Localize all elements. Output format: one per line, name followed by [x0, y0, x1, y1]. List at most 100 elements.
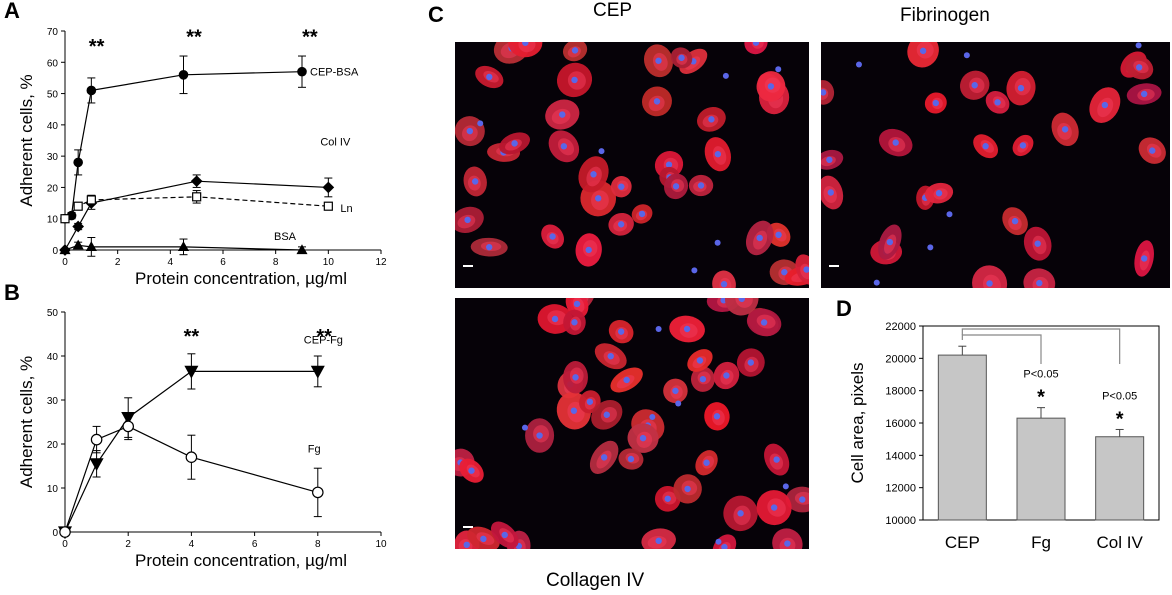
- cell: [663, 378, 688, 404]
- chart-d-star-3: *: [1116, 408, 1124, 430]
- nucleus: [770, 504, 778, 511]
- cell: [704, 137, 732, 172]
- nucleus: [522, 42, 529, 47]
- cell: [470, 237, 508, 257]
- cell: [610, 175, 632, 198]
- chart-a-series-cep-bsa-point-2: [73, 157, 83, 168]
- micrograph-title-collagen: Collagen IV: [546, 570, 645, 591]
- chart-a-series-bsa-point-4: [296, 244, 308, 255]
- chart-d-star-1: *: [1037, 387, 1045, 409]
- cell: [548, 130, 580, 163]
- nucleus: [501, 531, 508, 539]
- cell: [641, 86, 672, 117]
- cell: [589, 440, 619, 474]
- cell: [695, 450, 718, 476]
- cell: [556, 62, 593, 98]
- chart-b-ytick-50: 50: [47, 308, 59, 319]
- chart-d-ytick-18000: 18000: [885, 386, 916, 398]
- cell: [594, 343, 627, 370]
- cell: [756, 490, 792, 526]
- nucleus: [653, 98, 661, 105]
- chart-b-significance-1: **: [316, 326, 332, 348]
- cell: [563, 360, 588, 394]
- nucleus: [1034, 240, 1041, 247]
- nucleus: [559, 111, 566, 118]
- chart-d-pvalue-0: P<0.05: [1023, 369, 1058, 381]
- cell: [1138, 137, 1166, 164]
- cell: [764, 443, 790, 476]
- cell: [821, 149, 844, 170]
- free-nucleus: [477, 120, 484, 127]
- nucleus: [638, 210, 646, 218]
- cell: [959, 70, 990, 100]
- nucleus: [1135, 64, 1143, 71]
- chart-d-category-col-iv: Col IV: [1097, 533, 1144, 552]
- cell: [756, 71, 786, 102]
- cell: [688, 174, 714, 197]
- chart-d-ytick-16000: 16000: [885, 418, 916, 430]
- chart-a-series-bsa-label: BSA: [274, 231, 297, 243]
- nucleus: [655, 537, 662, 544]
- free-nucleus: [714, 239, 721, 246]
- nucleus: [572, 374, 579, 381]
- chart-a-series-bsa-point-2: [85, 241, 97, 251]
- nucleus: [466, 127, 474, 135]
- nucleus: [595, 195, 602, 202]
- chart-a-series-cep-bsa-point-3: [86, 85, 97, 96]
- nucleus: [464, 216, 471, 224]
- chart-b-xtick-2: 2: [125, 539, 131, 550]
- micrograph-cep: [455, 42, 809, 288]
- chart-d-bracket-cep-fg: [961, 334, 1042, 364]
- nucleus: [994, 99, 1001, 106]
- cell: [972, 265, 1008, 288]
- chart-d-bracket-cep-colv: [961, 328, 1121, 364]
- cell: [563, 309, 586, 335]
- nucleus: [603, 411, 610, 418]
- nucleus: [617, 221, 625, 228]
- nucleus: [696, 357, 704, 364]
- cell: [463, 166, 487, 197]
- cell: [608, 319, 634, 344]
- cell: [736, 348, 765, 377]
- chart-a-series-ln-label: Ln: [340, 203, 352, 215]
- cell: [878, 128, 913, 157]
- nucleus: [560, 143, 568, 150]
- chart-a-series-bsa-point-1: [72, 239, 84, 250]
- nucleus: [932, 99, 940, 107]
- chart-b-series-fg-label: Fg: [308, 443, 321, 455]
- free-nucleus: [946, 211, 953, 218]
- cell: [631, 204, 653, 224]
- nucleus: [756, 234, 763, 242]
- free-nucleus: [873, 279, 880, 286]
- nucleus: [713, 413, 721, 420]
- chart-a-series-bsa-point-0: [59, 244, 71, 255]
- cell: [578, 156, 609, 193]
- chart-a-x-label: Protein concentration, µg/ml: [135, 269, 347, 288]
- nucleus: [586, 398, 594, 406]
- nucleus: [551, 315, 559, 323]
- nucleus: [886, 238, 894, 246]
- nucleus: [571, 319, 578, 326]
- chart-b-x-label: Protein concentration, µg/ml: [135, 551, 347, 570]
- cell: [745, 220, 774, 256]
- panel-letter-b: B: [4, 280, 20, 305]
- nucleus: [672, 387, 679, 395]
- nucleus: [1061, 126, 1069, 133]
- cell: [690, 366, 715, 392]
- chart-d-ytick-12000: 12000: [885, 483, 916, 495]
- chart-b-ytick-0: 0: [52, 528, 58, 539]
- cell: [772, 528, 803, 549]
- nucleus: [720, 280, 728, 288]
- cell: [455, 206, 484, 234]
- nucleus: [781, 268, 788, 276]
- chart-b-series-cep-fg-point-4: [310, 365, 325, 379]
- cell: [467, 526, 500, 549]
- nucleus: [511, 140, 518, 147]
- nucleus: [1140, 90, 1148, 98]
- chart-a-xtick-6: 6: [220, 257, 226, 268]
- chart-a-series-ln-point-2: [86, 195, 96, 205]
- cell: [1125, 55, 1154, 80]
- chart-a-xtick-12: 12: [375, 257, 387, 268]
- cell: [1023, 268, 1056, 288]
- cell: [985, 90, 1010, 114]
